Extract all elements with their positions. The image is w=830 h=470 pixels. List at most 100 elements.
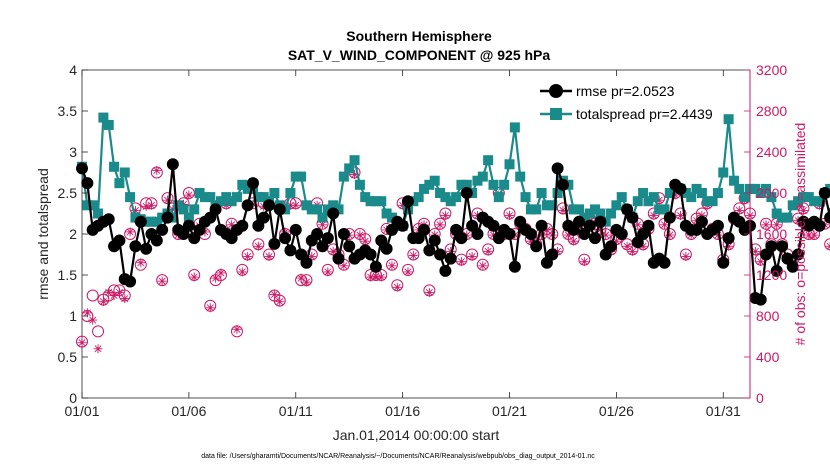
totalspread-point	[611, 200, 622, 211]
totalspread-point	[205, 192, 216, 203]
obs-assimilated-point	[638, 241, 648, 251]
rmse-point	[695, 215, 708, 228]
obs-assimilated-point	[809, 230, 819, 240]
totalspread-point	[413, 192, 424, 203]
totalspread-point	[386, 212, 397, 223]
totalspread-point	[755, 188, 766, 198]
obs-assimilated-point	[408, 251, 418, 261]
data-file-footnote: data file: /Users/gharamti/Documents/NCA…	[201, 453, 595, 460]
rmse-point	[503, 228, 516, 240]
plot-area: 01/01 01/06 01/11 01/16 01/21 01/26 01/31 0 0.5 1…	[58, 62, 830, 419]
totalspread-point	[504, 159, 515, 170]
obs-assimilated-point	[670, 190, 680, 200]
rmse-point	[658, 256, 671, 269]
obs-assimilated-point	[275, 297, 285, 307]
obs-assimilated-point	[505, 211, 515, 221]
obs-assimilated-point	[456, 257, 466, 267]
obs-assimilated-point	[467, 252, 477, 262]
obs-assimilated-point	[627, 246, 637, 256]
totalspread-point	[253, 192, 264, 203]
totalspread-point	[654, 204, 665, 215]
totalspread-point	[515, 171, 526, 182]
totalspread-point	[547, 200, 558, 211]
totalspread-point	[472, 175, 483, 186]
series-layer	[76, 112, 830, 354]
totalspread-point	[215, 196, 226, 207]
totalspread-point	[269, 188, 280, 198]
totalspread-point	[445, 196, 456, 207]
rmse-point	[530, 240, 543, 253]
totalspread-point	[130, 212, 141, 223]
obs-assimilated-point	[88, 315, 98, 325]
rmse-point	[289, 223, 302, 236]
rmse-point	[524, 228, 537, 240]
totalspread-point	[664, 188, 675, 198]
obs-assimilated-point	[526, 236, 536, 246]
y-right-tick-label: 2400	[756, 144, 787, 160]
obs-assimilated-point	[291, 200, 301, 210]
rmse-point	[508, 260, 521, 273]
y-right-tick-label: 2000	[756, 185, 787, 201]
obs-assimilated-point	[328, 246, 338, 256]
obs-assimilated-point	[569, 236, 579, 246]
obs-assimilated-point	[189, 272, 199, 282]
obs-assimilated-point	[301, 277, 311, 287]
obs-assimilated-point	[633, 220, 643, 230]
totalspread-point	[456, 179, 467, 190]
x-tick-label: 01/21	[492, 403, 527, 419]
rmse-point	[626, 211, 639, 224]
obs-assimilated-point	[179, 199, 189, 209]
totalspread-point	[354, 179, 365, 190]
rmse-point	[589, 232, 602, 245]
obs-assimilated-point	[601, 230, 611, 240]
rmse-point	[102, 213, 115, 226]
totalspread-point	[242, 183, 253, 194]
rmse-point	[556, 178, 569, 191]
totalspread-point	[771, 208, 782, 219]
totalspread-point	[686, 192, 697, 203]
totalspread-point	[659, 204, 670, 215]
rmse-point	[754, 293, 767, 306]
rmse-point	[423, 244, 436, 257]
totalspread-point	[734, 183, 745, 194]
totalspread-point	[194, 188, 205, 198]
legend: rmse pr=2.0523 totalspread pr=2.4439	[540, 83, 713, 122]
obs-assimilated-point	[761, 220, 771, 230]
rmse-point	[343, 240, 356, 253]
obs-assimilated-point	[152, 165, 162, 175]
x-tick-label: 01/16	[385, 403, 420, 419]
totalspread-point	[451, 192, 462, 203]
y-left-tick-label: 4	[69, 62, 77, 78]
rmse-point	[140, 242, 153, 255]
totalspread-point	[125, 192, 136, 203]
rmse-point	[711, 219, 724, 232]
rmse-point	[444, 252, 457, 265]
legend-totalspread-label: totalspread pr=2.4439	[576, 106, 713, 122]
totalspread-point	[402, 204, 413, 215]
y-left-tick-label: 1	[69, 308, 77, 324]
totalspread-point	[483, 155, 494, 166]
rmse-point	[156, 223, 169, 236]
totalspread-point	[312, 204, 323, 215]
obs-assimilated-point	[611, 236, 621, 246]
totalspread-point	[301, 200, 312, 211]
rmse-point	[284, 244, 297, 257]
rmse-point	[327, 207, 340, 220]
rmse-point	[182, 219, 195, 232]
obs-assimilated-point	[563, 230, 573, 240]
totalspread-point	[541, 200, 552, 211]
rmse-point	[401, 195, 414, 208]
obs-assimilated-point	[232, 324, 242, 334]
obs-assimilated-point	[317, 220, 327, 230]
obs-assimilated-point	[478, 261, 488, 271]
totalspread-point	[114, 178, 125, 189]
rmse-point	[311, 228, 324, 240]
obs-assimilated-point	[371, 271, 381, 281]
legend-totalspread-marker	[550, 108, 562, 120]
rmse-point	[824, 211, 830, 224]
rmse-point	[460, 187, 473, 199]
y-left-tick-label: 0	[69, 390, 77, 406]
rmse-point	[813, 219, 826, 232]
obs-assimilated-point	[424, 287, 434, 297]
totalspread-point	[632, 196, 643, 207]
